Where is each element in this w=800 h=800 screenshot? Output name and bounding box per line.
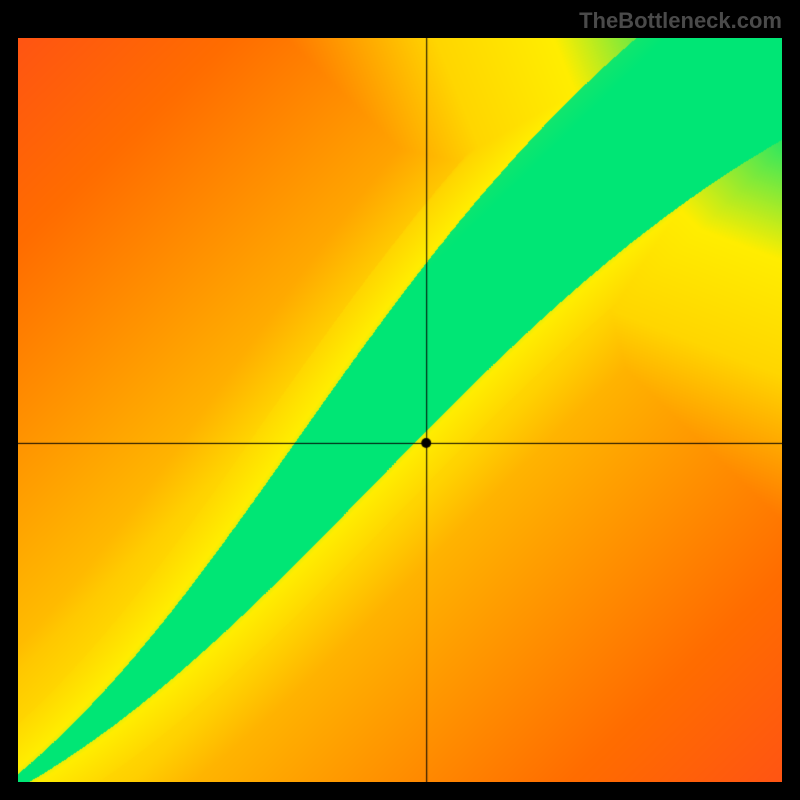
heatmap-chart [18,38,782,782]
watermark-text: TheBottleneck.com [579,8,782,34]
heatmap-canvas [18,38,782,782]
